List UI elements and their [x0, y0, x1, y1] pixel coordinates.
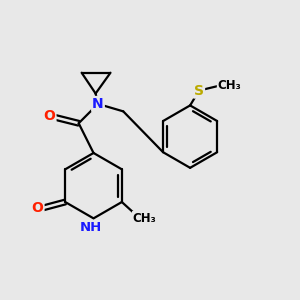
Text: S: S	[194, 84, 204, 98]
Text: O: O	[44, 109, 56, 123]
Text: CH₃: CH₃	[218, 79, 242, 92]
Text: N: N	[92, 97, 104, 111]
Text: CH₃: CH₃	[133, 212, 157, 225]
Text: O: O	[32, 201, 44, 215]
Text: NH: NH	[80, 221, 102, 234]
